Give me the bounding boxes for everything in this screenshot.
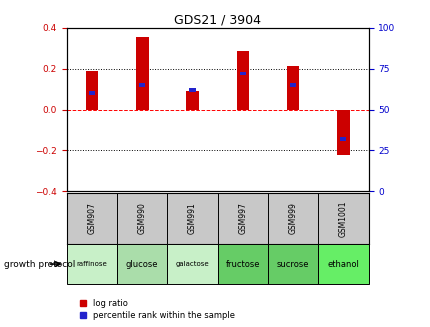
Bar [89,91,95,95]
Bar [239,72,245,76]
Bar [317,244,368,284]
Text: GSM997: GSM997 [238,202,247,234]
Text: ethanol: ethanol [327,260,359,268]
Bar [167,244,217,284]
Bar [135,37,148,110]
Text: growth protocol: growth protocol [4,260,76,268]
Bar [67,244,117,284]
Text: raffinose: raffinose [77,261,107,267]
Bar [336,110,349,155]
Bar [340,137,346,141]
Bar [117,244,167,284]
Legend: log ratio, percentile rank within the sample: log ratio, percentile rank within the sa… [80,299,234,319]
Bar [139,83,145,87]
Title: GDS21 / 3904: GDS21 / 3904 [174,14,261,26]
Bar [236,51,249,110]
Text: galactose: galactose [175,261,209,267]
Bar [189,88,195,92]
Bar [286,66,299,110]
Bar [86,71,98,110]
Bar [217,244,267,284]
Bar [267,244,317,284]
Text: GSM907: GSM907 [87,202,96,234]
Bar [186,91,198,110]
Bar [289,83,295,87]
Text: GSM1001: GSM1001 [338,200,347,236]
Text: GSM991: GSM991 [187,202,197,234]
Text: GSM990: GSM990 [138,202,146,234]
Text: GSM999: GSM999 [288,202,297,234]
Text: sucrose: sucrose [276,260,309,268]
Text: glucose: glucose [126,260,158,268]
Text: fructose: fructose [225,260,259,268]
